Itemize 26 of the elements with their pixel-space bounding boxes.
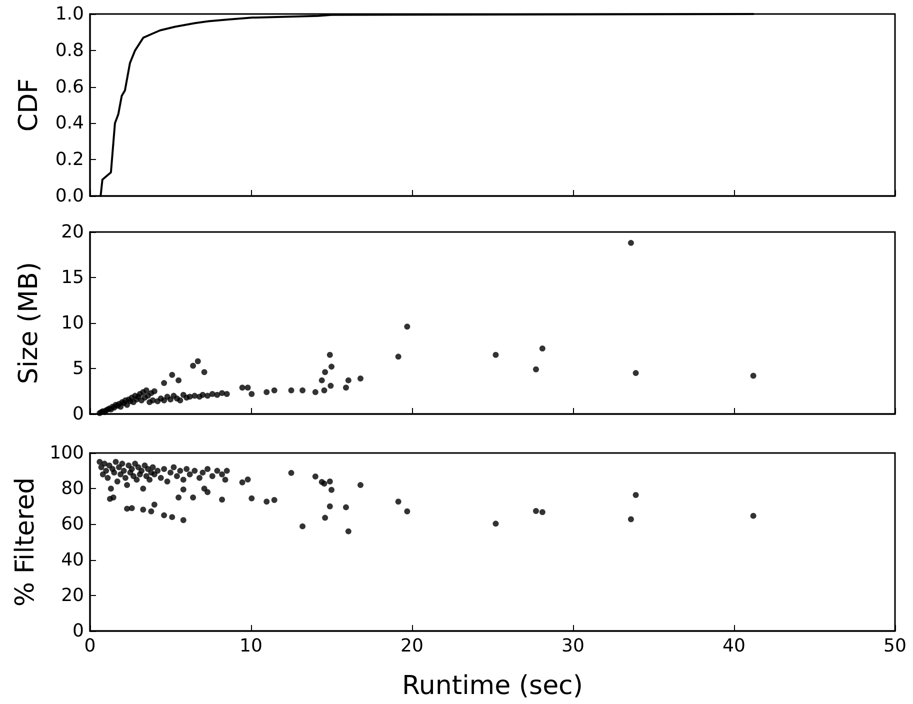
y-tick-label: 1.0 [55, 4, 84, 24]
x-tick-label: 30 [562, 636, 584, 656]
y-tick-label: 20 [61, 584, 84, 606]
x-tick-label: 50 [884, 636, 906, 656]
y-tick-label: 10 [61, 312, 84, 334]
x-tick-label: 20 [400, 636, 424, 656]
y-tick-label: 40 [61, 549, 84, 570]
y-tick-label: 0.6 [55, 76, 84, 98]
y-tick-label: 0 [72, 404, 84, 424]
x-axis-title: Runtime (sec) [402, 671, 583, 701]
y-tick-label: 60 [61, 514, 84, 535]
y-tick-label: 0.8 [55, 40, 84, 61]
y-tick-label: 15 [61, 267, 84, 288]
y-tick-label: 5 [72, 358, 84, 379]
y-tick-label: 0.2 [55, 149, 84, 170]
y-tick-label: 20 [61, 222, 84, 242]
y-tick-label: 80 [61, 478, 84, 500]
x-tick-label: 10 [240, 636, 262, 656]
y-axis-title: % Filtered [10, 477, 41, 607]
y-axis-title: CDF [14, 78, 44, 132]
y-tick-label: 0 [72, 620, 84, 642]
x-tick-label: 40 [722, 636, 746, 656]
y-tick-label: 0.4 [55, 112, 84, 134]
y-axis-title: Size (MB) [14, 262, 44, 384]
y-tick-label: 0.0 [55, 186, 84, 206]
y-tick-label: 100 [50, 442, 84, 464]
